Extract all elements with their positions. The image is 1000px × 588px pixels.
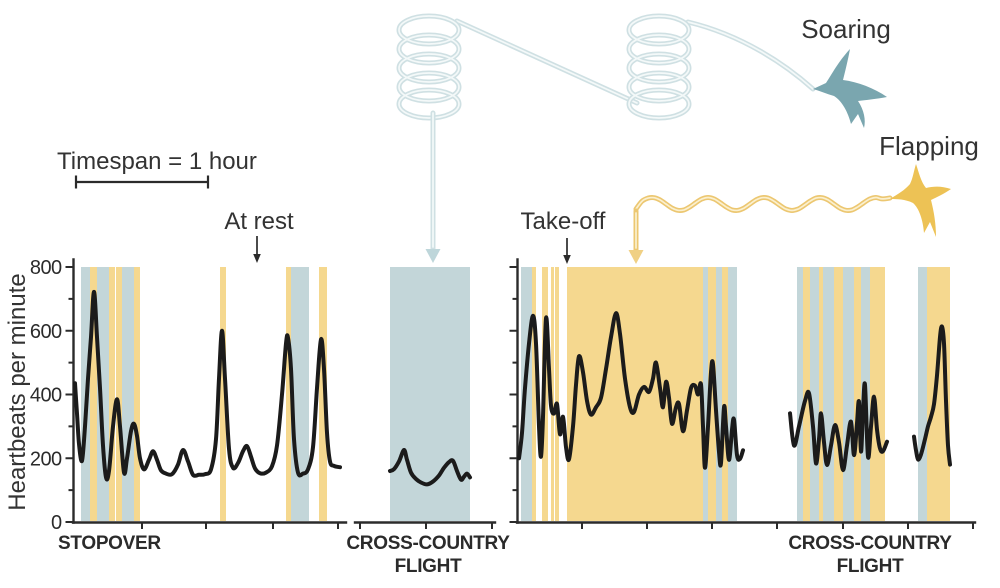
at-rest-arrow-icon xyxy=(253,254,261,263)
flapping-arrow-icon xyxy=(628,250,644,264)
flapping-band xyxy=(870,267,885,521)
flapping-band xyxy=(90,267,97,521)
heart-rate-line xyxy=(388,448,472,487)
heart-rate-line xyxy=(73,289,342,482)
flapping-band xyxy=(555,267,559,521)
take-off-label: Take-off xyxy=(521,208,606,235)
y-axis-label: Heartbeats per minute xyxy=(4,273,31,510)
take-off-arrow xyxy=(563,238,571,264)
soaring-band xyxy=(843,267,854,521)
cord-segment-bird xyxy=(685,19,816,92)
panel-title: STOPOVER xyxy=(58,533,161,554)
y-tick-label: 800 xyxy=(30,257,62,279)
left-coil-icon xyxy=(396,13,462,121)
flapping-band xyxy=(722,267,728,521)
y-tick-label: 600 xyxy=(30,321,62,343)
heart-rate-line xyxy=(912,324,952,467)
y-tick-label: 0 xyxy=(51,512,62,534)
wave-line-core xyxy=(635,196,891,212)
at-rest-arrow xyxy=(253,236,261,263)
soaring-band xyxy=(716,267,722,521)
flapping-band xyxy=(567,267,703,521)
panel-title: CROSS-COUNTRY xyxy=(788,533,952,554)
cord-segment-bird-core xyxy=(687,21,814,90)
left-coil-icon-core xyxy=(398,15,460,119)
soaring-cord xyxy=(396,13,816,263)
timespan-scale-bar xyxy=(74,175,210,189)
soaring-arrow-icon xyxy=(425,249,441,263)
y-tick-label: 400 xyxy=(30,385,62,407)
heart-rate-line xyxy=(788,381,889,473)
panel-stopover: 0 200 400 600 800 STOPOVER xyxy=(30,257,348,554)
soaring-band xyxy=(703,267,708,521)
soaring-bird-icon xyxy=(813,49,887,128)
flapping-wave xyxy=(628,194,893,264)
heart-rate-line xyxy=(517,311,745,470)
flapping-label: Flapping xyxy=(879,131,979,161)
panel-title: FLIGHT xyxy=(837,556,904,577)
soaring-band xyxy=(390,267,470,521)
soaring-band xyxy=(97,267,109,521)
cord-segment-diagonal-core xyxy=(456,20,638,104)
soaring-label: Soaring xyxy=(801,14,891,44)
flapping-band xyxy=(819,267,823,521)
take-off-arrow-icon xyxy=(563,255,571,264)
timespan-bar-line xyxy=(74,175,210,189)
y-tick-label: 200 xyxy=(30,448,62,470)
flapping-band xyxy=(551,267,554,521)
soaring-band xyxy=(122,267,134,521)
soaring-band xyxy=(797,267,803,521)
flapping-band xyxy=(834,267,843,521)
at-rest-label: At rest xyxy=(224,208,294,235)
flapping-band xyxy=(109,267,115,521)
flapping-band xyxy=(854,267,861,521)
flapping-band xyxy=(286,267,291,521)
right-coil-icon-core xyxy=(628,15,690,119)
flapping-band xyxy=(220,267,226,521)
flapping-band xyxy=(116,267,122,521)
flapping-band xyxy=(708,267,716,521)
panel-title: CROSS-COUNTRY xyxy=(346,533,510,554)
flapping-band xyxy=(134,267,140,521)
soaring-band xyxy=(918,267,927,521)
timespan-label: Timespan = 1 hour xyxy=(57,148,257,175)
flapping-band xyxy=(319,267,327,521)
flapping-bird-icon xyxy=(890,164,951,237)
panel-title: FLIGHT xyxy=(395,556,462,577)
flapping-band xyxy=(532,267,536,521)
soaring-band xyxy=(810,267,819,521)
soaring-band xyxy=(823,267,834,521)
soaring-band xyxy=(728,267,737,521)
cord-coils xyxy=(396,13,692,121)
